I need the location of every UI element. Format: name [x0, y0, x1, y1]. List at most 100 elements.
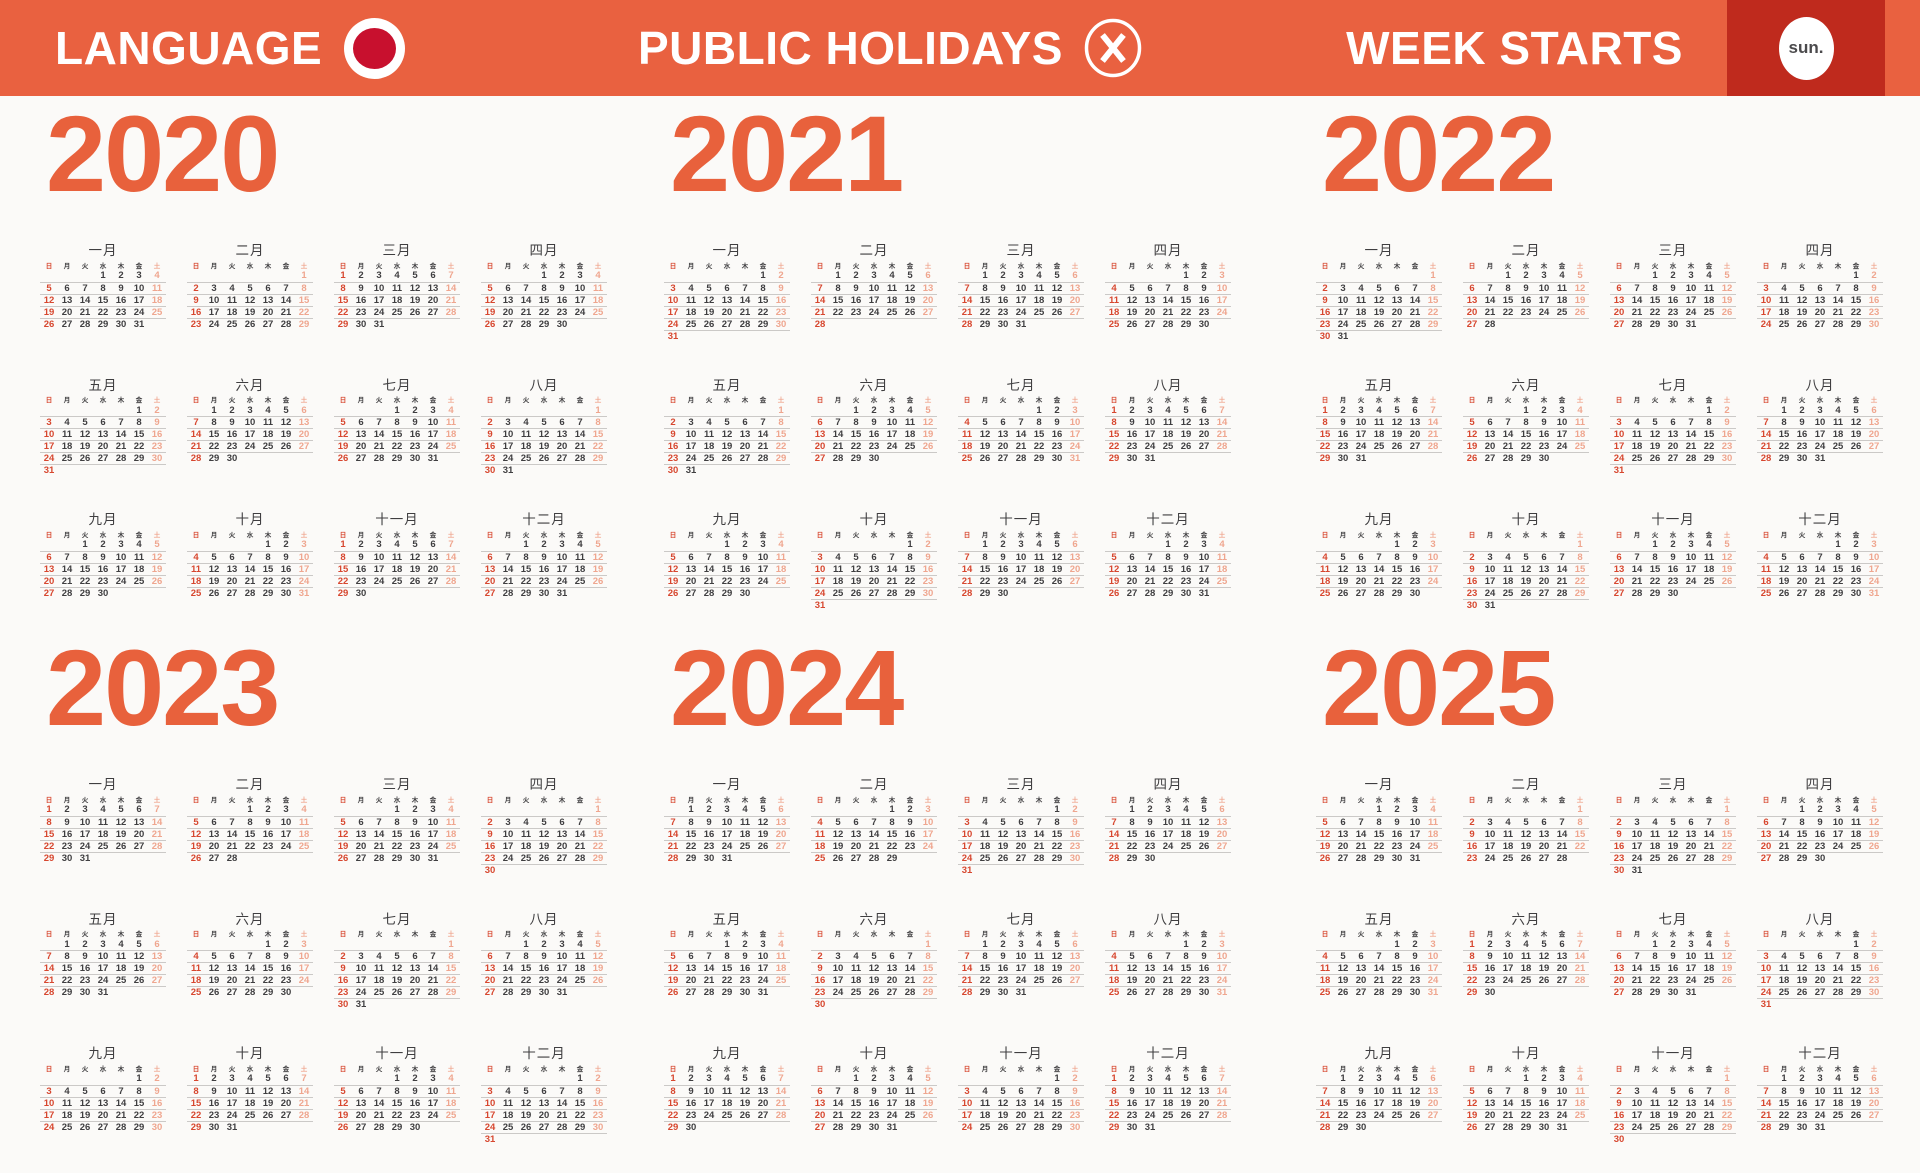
day-cell: 10 [1352, 416, 1370, 429]
day-cell [499, 539, 517, 552]
week-row: 25 26 27 28 29 30 [1316, 587, 1442, 599]
day-cell: 2 [1610, 816, 1628, 829]
day-cell: 29 [685, 852, 697, 864]
day-cell: 10 [241, 416, 259, 429]
day-cell: 12 [535, 828, 553, 841]
day-cell: 1 [94, 270, 112, 283]
day-cell [535, 864, 553, 876]
day-cell: 2 [352, 270, 370, 283]
day-cell: 7 [571, 416, 589, 429]
day-cell [1571, 987, 1589, 999]
month-table: 日月火水木金土 1 2 3 4 5 6 7 8 9 10 11 12 13 14 15 16 17 18 19 20 2… [958, 394, 1084, 465]
day-cell: 2 [1177, 539, 1195, 552]
day-cell: 7 [370, 1085, 388, 1098]
day-cell: 3 [919, 804, 937, 817]
day-cell: 7 [1030, 816, 1048, 829]
day-cell: 13 [1664, 428, 1682, 441]
day-cell: 8 [919, 950, 937, 963]
day-cell: 14 [1628, 962, 1646, 975]
month-table: 日月火水木金土 1 2 3 4 5 6 7 8 9 10 11 12 13 14 15 16 17 18 19 20 2… [1316, 394, 1442, 465]
week-row: 18 19 20 21 22 23 24 [1316, 575, 1442, 588]
day-cell: 18 [1159, 428, 1177, 441]
month-calendar: 五月 日月火水木金土 1 2 3 4 5 6 7 8 9 10 11 12 13 14 15 16 17 18 19… [40, 378, 166, 514]
week-row: 5 6 7 8 9 10 11 [1105, 551, 1231, 564]
day-cell: 6 [1141, 282, 1159, 295]
weekday-label: 水 [99, 931, 107, 938]
day-cell: 1 [754, 270, 772, 283]
day-cell: 5 [1406, 1073, 1424, 1086]
month-title: 八月 [1805, 377, 1835, 393]
day-cell: 28 [115, 1121, 127, 1133]
day-cell [1553, 453, 1571, 465]
weekday-label: 火 [999, 531, 1007, 539]
day-cell: 6 [1066, 938, 1084, 951]
day-cell: 22 [1646, 974, 1664, 987]
day-cell: 29 [1520, 453, 1532, 465]
day-cell: 9 [1664, 551, 1682, 564]
day-cell: 19 [1517, 575, 1535, 588]
week-row: 29 30 31 [187, 1121, 313, 1133]
day-cell: 19 [1463, 440, 1481, 453]
week-row: 14 15 16 17 18 19 20 [664, 828, 790, 841]
day-cell: 14 [1105, 828, 1123, 841]
weekday-label: 土 [1429, 262, 1437, 270]
weekday-label: 火 [705, 397, 713, 404]
day-cell: 9 [1406, 551, 1424, 564]
day-cell: 8 [76, 551, 94, 564]
day-cell: 5 [1048, 539, 1066, 552]
day-cell: 1 [1793, 804, 1811, 817]
day-cell: 20 [40, 575, 58, 588]
day-cell: 9 [1481, 950, 1499, 963]
day-cell: 3 [1628, 816, 1646, 829]
day-cell: 4 [1571, 404, 1589, 417]
day-cell: 15 [754, 294, 772, 307]
day-cell: 2 [1811, 804, 1829, 817]
day-cell: 1 [1775, 1073, 1793, 1086]
day-cell: 17 [700, 1097, 718, 1110]
day-cell: 15 [1316, 428, 1334, 441]
weekday-label: 木 [1393, 796, 1401, 804]
day-cell: 19 [664, 575, 682, 588]
day-cell: 8 [1388, 551, 1406, 564]
day-cell: 22 [535, 306, 553, 319]
week-row: 8 9 10 11 12 13 14 [1105, 416, 1231, 429]
week-row: 20 21 22 23 24 25 26 [40, 575, 166, 588]
day-cell: 8 [334, 551, 352, 564]
day-cell: 3 [1682, 938, 1700, 951]
weekday-label: 日 [1762, 262, 1770, 270]
weekday-label: 日 [1762, 796, 1770, 804]
weekday-label: 土 [594, 531, 602, 539]
day-cell [58, 1073, 76, 1086]
weekday-label: 木 [264, 796, 272, 804]
day-cell: 23 [406, 840, 424, 853]
year-heading: 2023 [46, 627, 280, 748]
weekday-label: 金 [282, 531, 290, 539]
day-cell [223, 938, 241, 951]
weekday-label: 土 [1723, 531, 1731, 539]
day-cell: 6 [130, 804, 148, 817]
day-cell: 1 [40, 804, 58, 817]
day-cell [1517, 318, 1535, 330]
weekday-label: 木 [1393, 531, 1401, 539]
day-cell: 3 [223, 1073, 241, 1086]
day-cell [1829, 1121, 1847, 1133]
weekday-label: 金 [1705, 931, 1713, 938]
day-cell [1793, 938, 1811, 951]
day-cell: 20 [1066, 294, 1084, 307]
day-cell: 17 [1481, 840, 1499, 853]
day-cell: 25 [442, 840, 460, 853]
weekday-label: 火 [522, 796, 530, 804]
week-row: 8 9 10 11 12 13 14 [664, 1085, 790, 1098]
weekday-label: 月 [63, 796, 71, 804]
day-cell: 5 [1718, 938, 1736, 951]
day-cell: 30 [997, 987, 1009, 999]
day-cell: 25 [190, 587, 202, 599]
month-title: 五月 [1364, 377, 1394, 393]
day-cell: 12 [700, 294, 718, 307]
day-cell [1865, 453, 1883, 465]
week-row: 5 6 7 8 9 10 11 [334, 816, 460, 829]
day-cell: 31 [1409, 852, 1421, 864]
weekday-label: 金 [1053, 931, 1061, 938]
